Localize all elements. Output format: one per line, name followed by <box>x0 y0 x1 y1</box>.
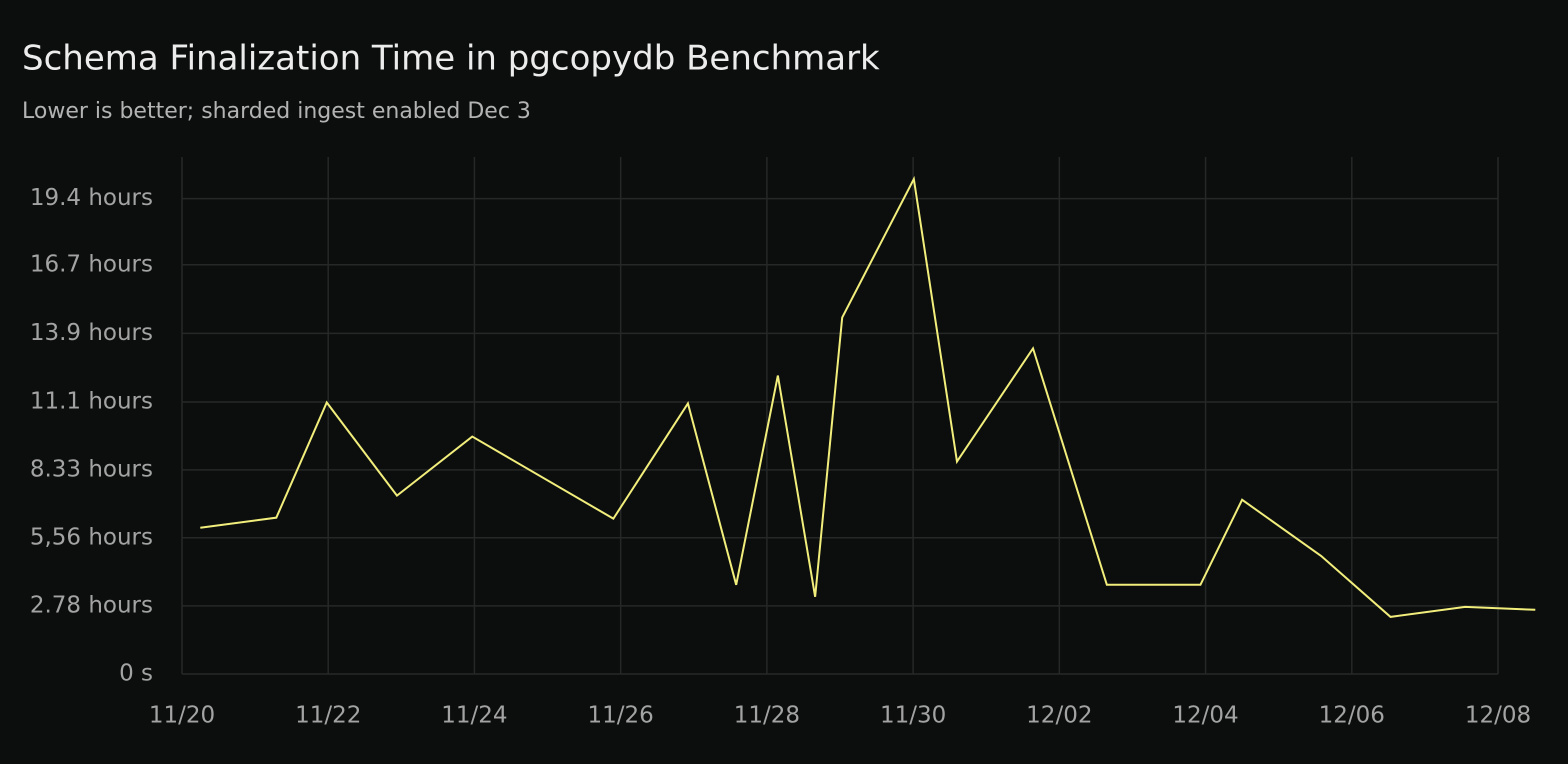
y-tick-label: 19.4 hours <box>30 185 153 211</box>
x-tick-label: 12/06 <box>1319 703 1385 729</box>
y-tick-label: 0 s <box>119 661 153 687</box>
x-tick-label: 11/30 <box>880 703 946 729</box>
x-tick-label: 11/20 <box>149 703 215 729</box>
y-tick-label: 5,56 hours <box>30 524 153 550</box>
x-tick-label: 12/02 <box>1026 703 1092 729</box>
y-tick-label: 16.7 hours <box>30 251 153 277</box>
x-tick-label: 11/26 <box>588 703 654 729</box>
x-tick-label: 12/04 <box>1172 703 1238 729</box>
y-tick-label: 8.33 hours <box>30 456 153 482</box>
x-tick-label: 12/08 <box>1465 703 1531 729</box>
x-tick-label: 11/28 <box>734 703 800 729</box>
y-tick-label: 2.78 hours <box>30 592 153 618</box>
x-tick-label: 11/24 <box>441 703 507 729</box>
x-tick-label: 11/22 <box>295 703 361 729</box>
y-tick-label: 13.9 hours <box>30 320 153 346</box>
y-tick-label: 11.1 hours <box>30 389 153 415</box>
chart-title: Schema Finalization Time in pgcopydb Ben… <box>22 39 880 79</box>
data-line <box>200 175 1536 618</box>
chart-subtitle: Lower is better; sharded ingest enabled … <box>22 99 531 124</box>
